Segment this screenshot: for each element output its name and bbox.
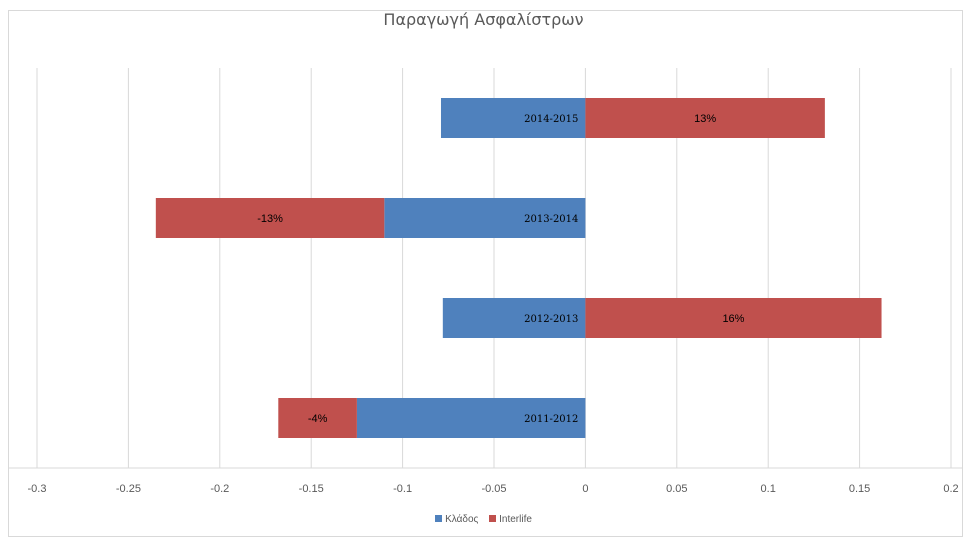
legend-label-interlife: Interlife (499, 514, 532, 525)
x-tick-label: 0 (582, 483, 588, 495)
data-label: -4% (308, 413, 328, 425)
x-tick-label: -0.25 (116, 483, 141, 495)
bar-klados (384, 198, 586, 238)
bar-interlife (585, 98, 825, 138)
chart-title: Παραγωγή Ασφαλίστρων (383, 10, 584, 29)
data-label: 13% (694, 113, 716, 125)
x-tick-label: -0.05 (481, 483, 506, 495)
chart-legend: Κλάδος Interlife (0, 514, 967, 525)
legend-swatch-klados (435, 515, 443, 522)
data-label: -13% (257, 213, 283, 225)
x-tick-label: 0.2 (943, 483, 958, 495)
category-label: 2012-2013 (524, 314, 578, 325)
category-label: 2011-2012 (524, 414, 578, 425)
x-tick-label: -0.1 (393, 483, 412, 495)
legend-swatch-interlife (489, 515, 497, 522)
chart-area (8, 10, 963, 537)
x-tick-label: 0.15 (849, 483, 870, 495)
x-tick-label: 0.1 (761, 483, 776, 495)
x-tick-label: 0.05 (666, 483, 687, 495)
bar-klados (356, 398, 586, 438)
x-tick-label: -0.2 (210, 483, 229, 495)
bar-interlife (585, 298, 882, 338)
legend-item-klados: Κλάδος (435, 514, 478, 525)
bar-interlife (278, 398, 357, 438)
bar-interlife (155, 198, 385, 238)
category-label: 2014-2015 (524, 114, 578, 125)
legend-item-interlife: Interlife (489, 514, 532, 525)
x-tick-label: -0.3 (28, 483, 47, 495)
x-tick-label: -0.15 (299, 483, 324, 495)
bar-klados (440, 98, 586, 138)
legend-label-klados: Κλάδος (445, 514, 479, 525)
bar-klados (442, 298, 586, 338)
data-label: 16% (722, 313, 744, 325)
category-label: 2013-2014 (524, 214, 578, 225)
